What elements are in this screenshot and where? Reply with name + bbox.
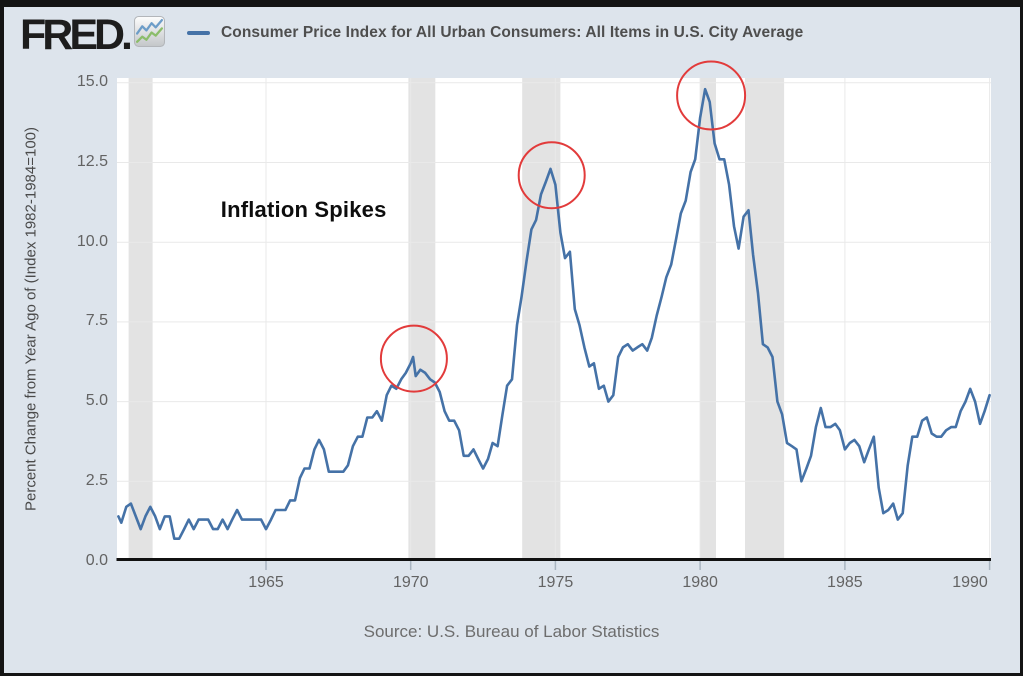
y-tick-label: 2.5 xyxy=(85,471,108,489)
recession-band xyxy=(128,78,153,561)
x-tick-label: 1975 xyxy=(537,574,574,591)
spike-circle xyxy=(517,141,586,210)
annotation-inflation-spikes: Inflation Spikes xyxy=(220,197,387,223)
recession-band xyxy=(745,78,785,561)
x-tick-label: 1965 xyxy=(248,574,284,591)
legend-line-swatch xyxy=(187,31,210,35)
legend-series-label: Consumer Price Index for All Urban Consu… xyxy=(221,24,804,41)
spike-circle xyxy=(379,324,448,393)
y-tick-label: 10.0 xyxy=(76,232,108,250)
y-axis-title: Percent Change from Year Ago of (Index 1… xyxy=(22,126,40,512)
x-tick-label: 1985 xyxy=(827,574,863,591)
x-tick-label: 1970 xyxy=(392,574,429,591)
plot-svg xyxy=(116,60,991,570)
recession-band xyxy=(408,78,436,561)
x-tick-label: 1990 xyxy=(952,574,988,591)
x-tick-label: 1980 xyxy=(682,574,718,591)
y-tick-label: 0.0 xyxy=(85,551,108,569)
fred-logo: FRED. xyxy=(20,11,165,59)
recession-band xyxy=(522,78,561,561)
plot-area xyxy=(116,60,991,570)
fred-logo-text: FRED. xyxy=(20,11,133,59)
recession-band xyxy=(700,78,716,561)
y-tick-label: 12.5 xyxy=(76,152,108,170)
cpi-series-line xyxy=(117,87,991,541)
source-attribution: Source: U.S. Bureau of Labor Statistics xyxy=(363,622,660,641)
series-legend: Consumer Price Index for All Urban Consu… xyxy=(187,23,803,43)
y-tick-label: 5.0 xyxy=(85,392,108,410)
line-chart-icon xyxy=(134,15,165,52)
y-tick-label: 15.0 xyxy=(76,73,108,91)
spike-circle xyxy=(676,60,747,131)
y-tick-label: 7.5 xyxy=(85,312,108,330)
